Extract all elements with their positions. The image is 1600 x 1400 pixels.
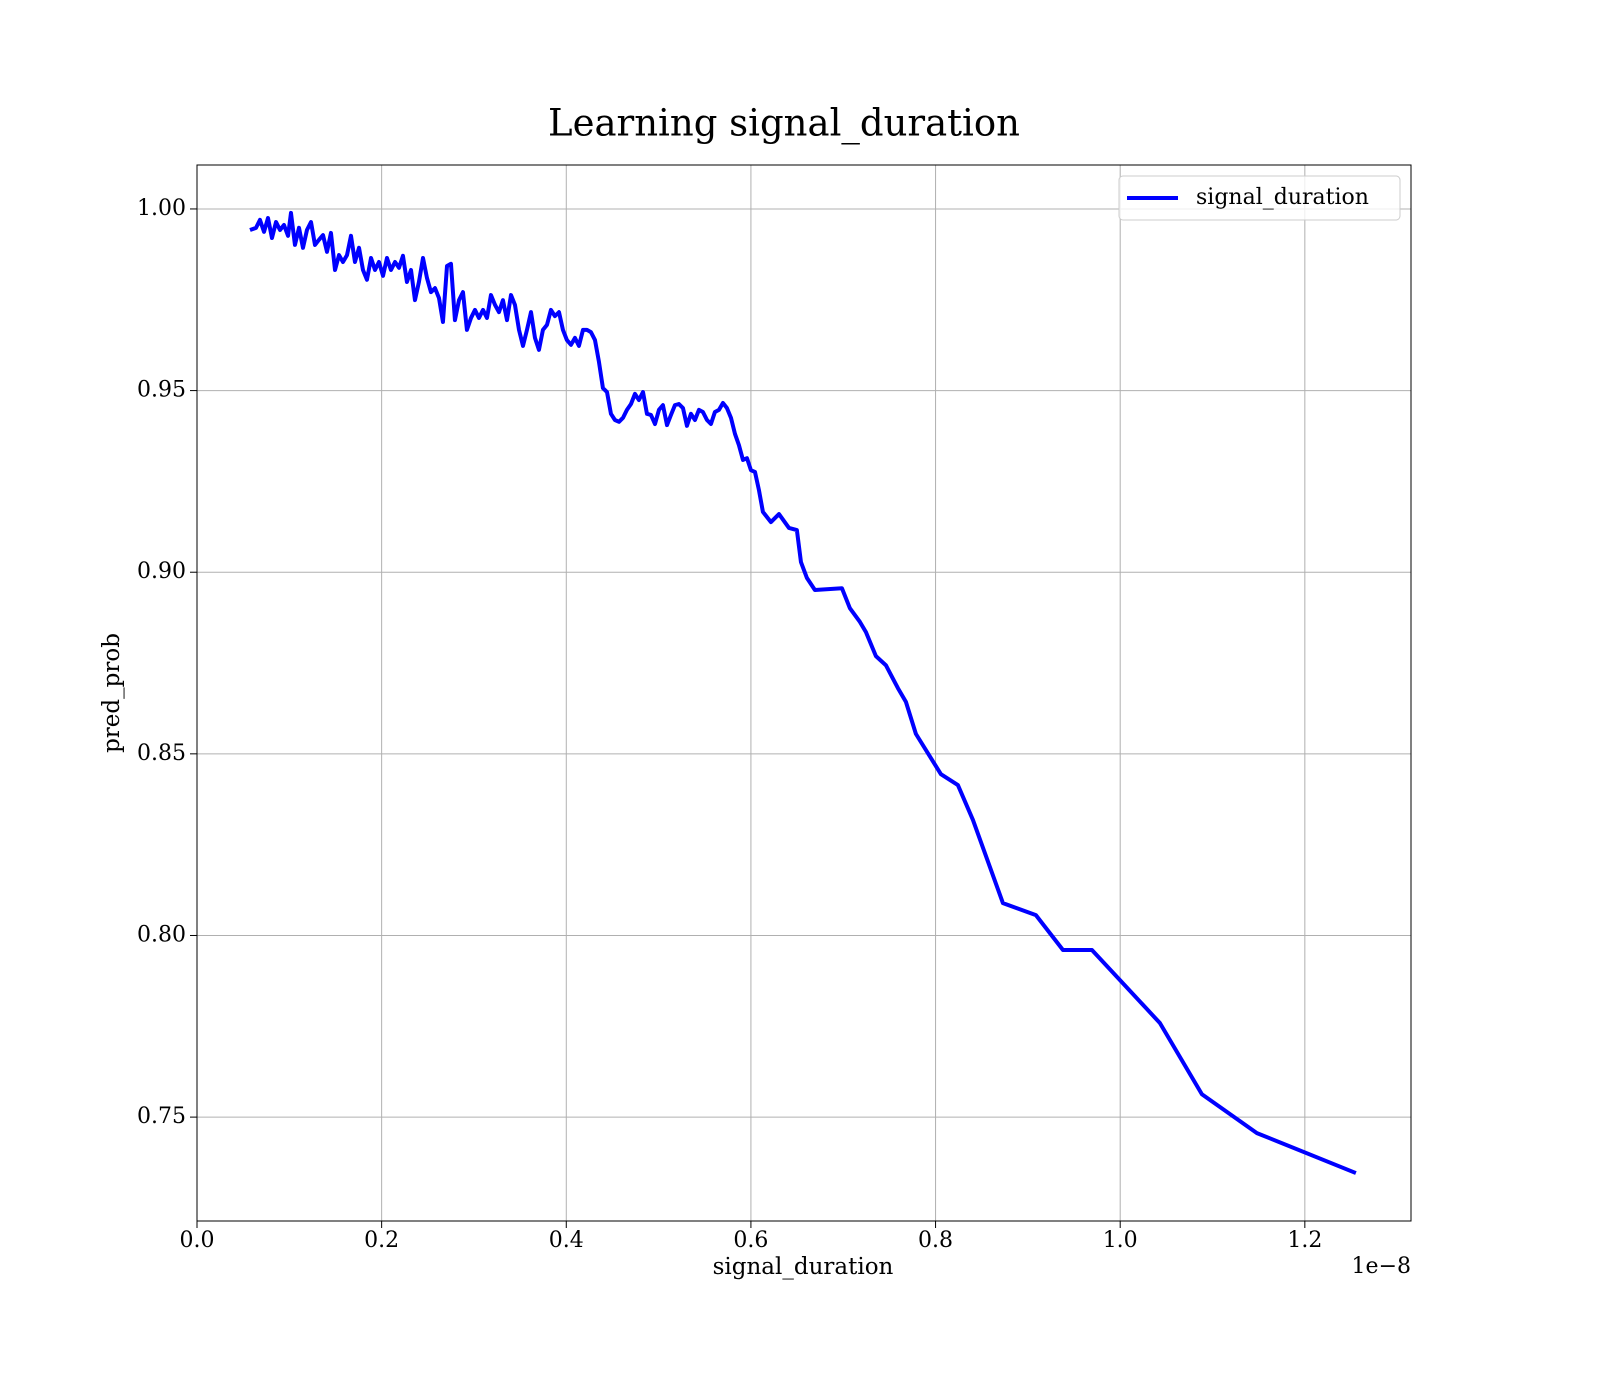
- x-offset-label: 1e−8: [1352, 1254, 1411, 1279]
- x-tick-label: 0.6: [733, 1228, 768, 1253]
- x-tick-label: 0.2: [364, 1228, 399, 1253]
- plot-frame: [196, 164, 1412, 1222]
- chart-title: Learning signal_duration: [548, 102, 1020, 146]
- y-tick-label: 0.80: [137, 922, 186, 947]
- y-tick-label: 0.75: [137, 1104, 186, 1129]
- x-tick-label: 0.0: [180, 1228, 215, 1253]
- y-tick-label: 0.90: [137, 559, 186, 584]
- y-tick-label: 1.00: [137, 196, 186, 221]
- x-tick-label: 0.8: [918, 1228, 953, 1253]
- legend-label: signal_duration: [1196, 185, 1369, 210]
- y-tick-label: 0.85: [137, 741, 186, 766]
- x-tick-label: 1.0: [1103, 1228, 1138, 1253]
- y-tick-label: 0.95: [137, 378, 186, 403]
- x-tick-label: 1.2: [1287, 1228, 1322, 1253]
- data-line: [249, 210, 1357, 1175]
- x-tick-label: 0.4: [549, 1228, 584, 1253]
- y-axis-label: pred_prob: [99, 633, 125, 753]
- x-axis-label: signal_duration: [713, 1254, 894, 1280]
- legend-box: [1118, 175, 1401, 221]
